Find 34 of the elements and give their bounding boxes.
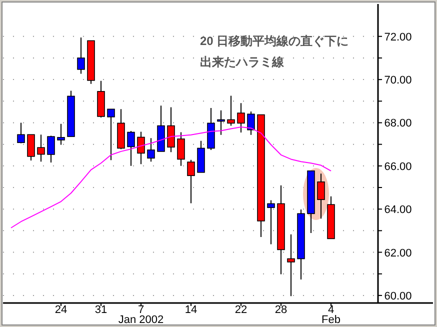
candlestick (267, 200, 275, 245)
annotation: 20 日移動平均線の直ぐ下に (200, 34, 349, 48)
candlestick (287, 234, 295, 297)
x-tick-label: 14 (184, 304, 198, 316)
candlestick (147, 138, 155, 162)
x-tick-label: 24 (54, 304, 68, 316)
y-tick-label: 68.00 (384, 118, 412, 130)
candlestick (217, 110, 225, 136)
candlestick (227, 95, 235, 126)
x-tick-label: 4 Feb (322, 304, 340, 326)
candlestick (57, 123, 65, 146)
candlestick (37, 134, 45, 162)
y-tick-label: 64.00 (384, 204, 412, 216)
candlestick (137, 131, 145, 165)
x-tick-label: 31 (94, 304, 108, 316)
candlestick (107, 108, 115, 161)
candlestick (47, 135, 55, 163)
y-tick-label: 72.00 (384, 31, 412, 44)
candlestick (17, 122, 25, 144)
y-tick-label: 66.00 (384, 160, 412, 173)
y-tick-label: 70.00 (384, 74, 412, 87)
candlestick (127, 130, 135, 166)
candlestick (187, 159, 195, 204)
candlestick (237, 102, 245, 133)
x-tick-label: 22 (234, 304, 248, 316)
annotation: 出来たハラミ線 (200, 55, 285, 69)
y-tick-label: 60.00 (384, 290, 412, 302)
x-tick-label: 28 (274, 304, 288, 316)
candlestick (167, 106, 175, 153)
candlestick (177, 132, 185, 166)
candlestick (27, 134, 35, 162)
candlestick (317, 173, 325, 220)
candlestick (77, 36, 85, 74)
y-tick-label: 62.00 (384, 247, 412, 260)
